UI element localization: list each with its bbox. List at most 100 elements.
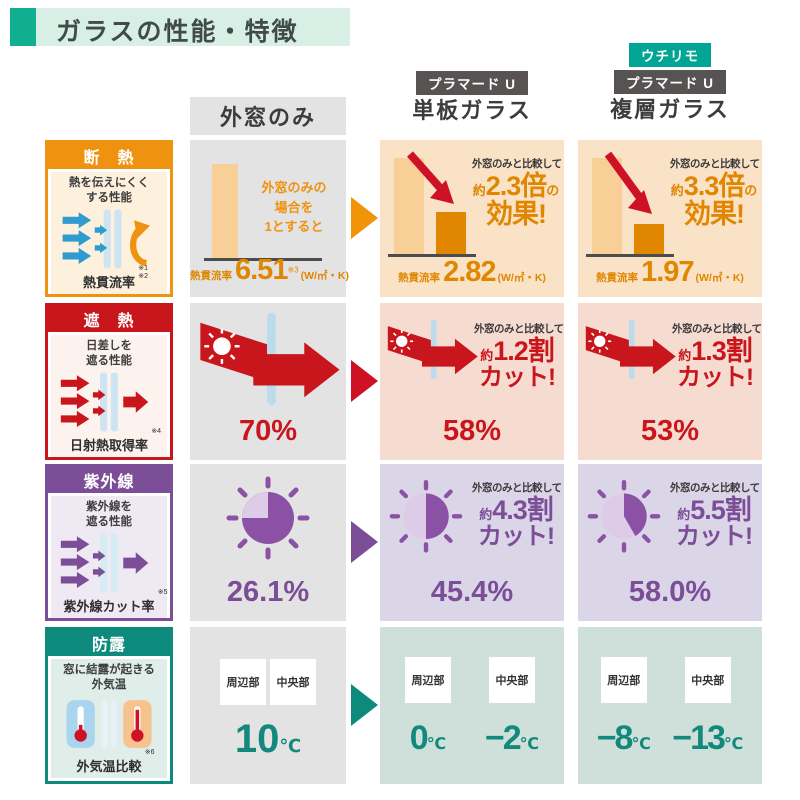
insulation-title: 断 熱	[48, 143, 170, 169]
anti-condensation-title: 防露	[48, 630, 170, 656]
edge-zone-label: 周辺部	[404, 657, 451, 703]
flow-arrow-icon	[351, 360, 378, 402]
cell-condensation-only: 周辺部 中央部 10℃	[190, 627, 346, 784]
uv-cut-double: 58.0%	[628, 576, 712, 608]
thermometer-icon	[66, 700, 152, 749]
center-temp: −13℃	[672, 719, 744, 757]
cell-heat-shading-single: 外窓のみと比較して 約1.2割 カット! 58%	[380, 303, 564, 460]
uv-cut-only: 26.1%	[226, 576, 310, 608]
cell-insulation-single: 外窓のみと比較して 約2.3倍の 効果! 熱貫流率 2.82 (W/㎡・K)	[380, 140, 564, 297]
effect-text: 外窓のみと比較して 約2.3倍の 効果!	[472, 158, 562, 230]
compare-note: 外窓のみと比較して	[472, 482, 562, 494]
insulation-label-card: 断 熱 熱を伝えにくく する性能 熱貫流率 ※1 ※2	[45, 140, 173, 297]
column-header-outer-window-only: 外窓のみ	[190, 97, 346, 135]
cut-text: 外窓のみと比較して 約5.5割 カット!	[670, 482, 760, 551]
result-bar	[436, 212, 466, 254]
insulation-metric-label: 熱貫流率 ※1 ※2	[82, 264, 148, 290]
u-value-single: 熱貫流率 2.82 (W/㎡・K)	[398, 256, 546, 288]
sun-arrow-icon	[585, 319, 676, 380]
edge-temp: −8℃	[596, 719, 651, 757]
cell-insulation-double: 外窓のみと比較して 約3.3倍の 効果! 熱貫流率 1.97 (W/㎡・K)	[578, 140, 762, 297]
title-accent-block	[10, 8, 36, 46]
uv-sun-icon	[587, 479, 661, 553]
row-anti-condensation: 防露 窓に結露が起きる 外気温 外気温比較 ※6 周辺部	[0, 627, 800, 784]
result-bar	[634, 224, 664, 254]
reference-bar	[592, 158, 622, 254]
cell-insulation-only: 外窓のみの 場合を 1とすると 熱貫流率 6.51※3 (W/㎡・K)	[190, 140, 350, 297]
bar-baseline	[388, 254, 476, 257]
uv-sun-icon	[389, 479, 463, 553]
uv-label-card: 紫外線 紫外線を 遮る性能 紫外線カット率 ※5	[45, 464, 173, 621]
cut-text: 外窓のみと比較して 約1.3割 カット!	[672, 323, 762, 392]
decline-arrow-icon	[407, 151, 454, 204]
sun-arrow-icon	[200, 312, 340, 406]
compare-note: 外窓のみと比較して	[670, 158, 760, 170]
double-glass-label: 複層ガラス	[610, 97, 730, 122]
uv-icon	[60, 533, 149, 593]
center-temp: −2℃	[484, 719, 540, 757]
bar-baseline	[586, 254, 674, 257]
flow-arrow-icon	[351, 684, 378, 726]
uv-cut-single: 45.4%	[430, 576, 514, 608]
page-title: ガラスの性能・特徴	[56, 18, 299, 46]
compare-note: 外窓のみと比較して	[670, 482, 760, 494]
cell-heat-shading-double: 外窓のみと比較して 約1.3割 カット! 53%	[578, 303, 762, 460]
compare-note: 外窓のみと比較して	[472, 158, 562, 170]
heat-shading-label-card: 遮 熱 日差しを 遮る性能 日射熱取得率 ※4	[45, 303, 173, 460]
column-header-double-glass: ウチリモ プラマード U 複層ガラス	[578, 43, 762, 123]
footnote-marks: ※4	[151, 427, 161, 435]
sun-arrow-icon	[387, 319, 478, 380]
u-value-only: 熱貫流率 6.51※3 (W/㎡・K)	[190, 254, 350, 286]
cell-condensation-single: 周辺部 0℃ 中央部 −2℃	[380, 627, 564, 784]
edge-temp: 0℃	[409, 719, 447, 757]
condensation-temp-only: 10℃	[234, 717, 302, 761]
plamado-u-badge: プラマード U	[416, 71, 528, 95]
uv-title: 紫外線	[48, 467, 170, 493]
heat-shading-desc: 日差しを 遮る性能	[86, 340, 132, 367]
uv-sun-icon	[226, 476, 310, 560]
uv-desc: 紫外線を 遮る性能	[86, 501, 132, 528]
uv-metric-label: 紫外線カット率 ※5	[63, 588, 168, 614]
uchirimo-badge: ウチリモ	[629, 43, 711, 67]
anti-condensation-metric-label: 外気温比較 ※6	[76, 749, 155, 774]
cell-condensation-double: 周辺部 −8℃ 中央部 −13℃	[578, 627, 762, 784]
insulation-icon	[62, 209, 151, 269]
footnote-marks: ※5	[157, 588, 168, 596]
insulation-desc: 熱を伝えにくく する性能	[68, 177, 150, 204]
cut-text: 外窓のみと比較して 約1.2割 カット!	[474, 323, 564, 392]
footnote-marks: ※1 ※2	[138, 264, 148, 280]
heat-shading-title: 遮 熱	[48, 306, 170, 332]
reference-bar	[394, 158, 424, 254]
edge-zone-label: 周辺部	[600, 657, 647, 703]
solar-gain-double: 53%	[640, 415, 700, 447]
reference-bar	[212, 164, 238, 258]
flow-arrow-icon	[351, 521, 378, 563]
cell-heat-shading-only: 70%	[190, 303, 346, 460]
row-uv: 紫外線 紫外線を 遮る性能 紫外線カット率 ※5	[0, 464, 800, 621]
heat-shading-metric-label: 日射熱取得率 ※4	[69, 427, 161, 453]
cell-uv-only: 26.1%	[190, 464, 346, 621]
reference-caption: 外窓のみの 場合を 1とすると	[261, 180, 327, 234]
footnote-marks: ※6	[144, 749, 155, 756]
page-title-bar: ガラスの性能・特徴	[10, 8, 350, 46]
bar-baseline	[204, 258, 322, 261]
plamado-u-badge: プラマード U	[614, 70, 726, 94]
column-header-single-glass: プラマード U 単板ガラス	[380, 71, 564, 124]
anti-condensation-desc: 窓に結露が起きる 外気温	[63, 664, 155, 691]
cell-uv-single: 外窓のみと比較して 約4.3割 カット! 45.4%	[380, 464, 564, 621]
solar-gain-single: 58%	[442, 415, 502, 447]
u-value-double: 熱貫流率 1.97 (W/㎡・K)	[596, 256, 744, 288]
center-zone-label: 中央部	[684, 657, 731, 703]
anti-condensation-label-card: 防露 窓に結露が起きる 外気温 外気温比較 ※6	[45, 627, 173, 784]
single-glass-label: 単板ガラス	[412, 98, 532, 123]
compare-note: 外窓のみと比較して	[474, 323, 564, 335]
heat-shading-icon	[60, 372, 149, 432]
solar-gain-only: 70%	[238, 415, 298, 447]
center-zone-label: 中央部	[270, 659, 316, 705]
row-insulation: 断 熱 熱を伝えにくく する性能 熱貫流率 ※1 ※2	[0, 140, 800, 297]
center-zone-label: 中央部	[488, 657, 535, 703]
row-heat-shading: 遮 熱 日差しを 遮る性能 日射熱取得率 ※4	[0, 303, 800, 460]
cut-text: 外窓のみと比較して 約4.3割 カット!	[472, 482, 562, 551]
compare-note: 外窓のみと比較して	[672, 323, 762, 335]
effect-text: 外窓のみと比較して 約3.3倍の 効果!	[670, 158, 760, 230]
